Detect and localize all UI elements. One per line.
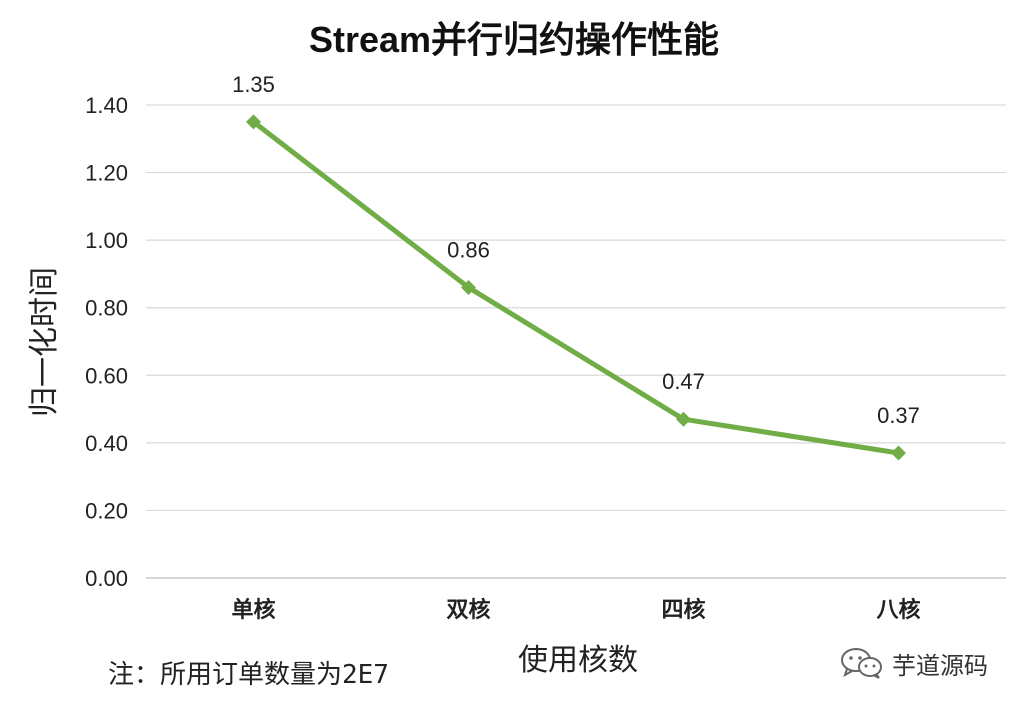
footnote: 注：所用订单数量为2E7 xyxy=(108,660,389,690)
data-label: 0.86 xyxy=(447,237,490,262)
y-axis-title: 归一化时间 xyxy=(27,267,62,417)
y-tick-label: 1.00 xyxy=(85,228,128,253)
y-tick-label: 0.40 xyxy=(85,431,128,456)
data-point-marker xyxy=(246,114,261,130)
x-tick-label: 四核 xyxy=(661,597,705,623)
series-polyline xyxy=(251,119,901,456)
y-tick-label: 1.40 xyxy=(85,93,128,118)
x-category-labels: 单核 双核 四核 八核 xyxy=(231,597,920,623)
x-tick-label: 双核 xyxy=(446,597,490,623)
y-tick-label: 0.60 xyxy=(85,363,128,388)
watermark-text: 芋道源码 xyxy=(892,651,988,680)
x-tick-label: 单核 xyxy=(231,597,275,623)
data-label: 0.47 xyxy=(662,369,705,394)
data-label: 0.37 xyxy=(877,403,920,428)
y-tick-label: 0.20 xyxy=(85,498,128,523)
x-tick-label: 八核 xyxy=(876,597,920,623)
data-point-marker xyxy=(461,279,476,295)
data-labels: 1.35 0.86 0.47 0.37 xyxy=(232,72,920,428)
x-axis-title: 使用核数 xyxy=(518,643,638,678)
watermark: 芋道源码 xyxy=(840,645,988,681)
data-points xyxy=(246,114,906,461)
chart-title: Stream并行归约操作性能 xyxy=(309,19,719,60)
y-tick-label: 1.20 xyxy=(85,161,128,186)
series-line xyxy=(251,119,901,456)
gridlines xyxy=(146,104,1006,579)
data-point-marker xyxy=(676,411,691,427)
data-label: 1.35 xyxy=(232,72,275,97)
data-point-marker xyxy=(891,445,906,461)
y-tick-label: 0.80 xyxy=(85,296,128,321)
y-tick-labels: 0.00 0.20 0.40 0.60 0.80 1.00 1.20 1.40 xyxy=(85,93,128,591)
y-tick-label: 0.00 xyxy=(85,566,128,591)
wechat-icon xyxy=(841,648,882,679)
